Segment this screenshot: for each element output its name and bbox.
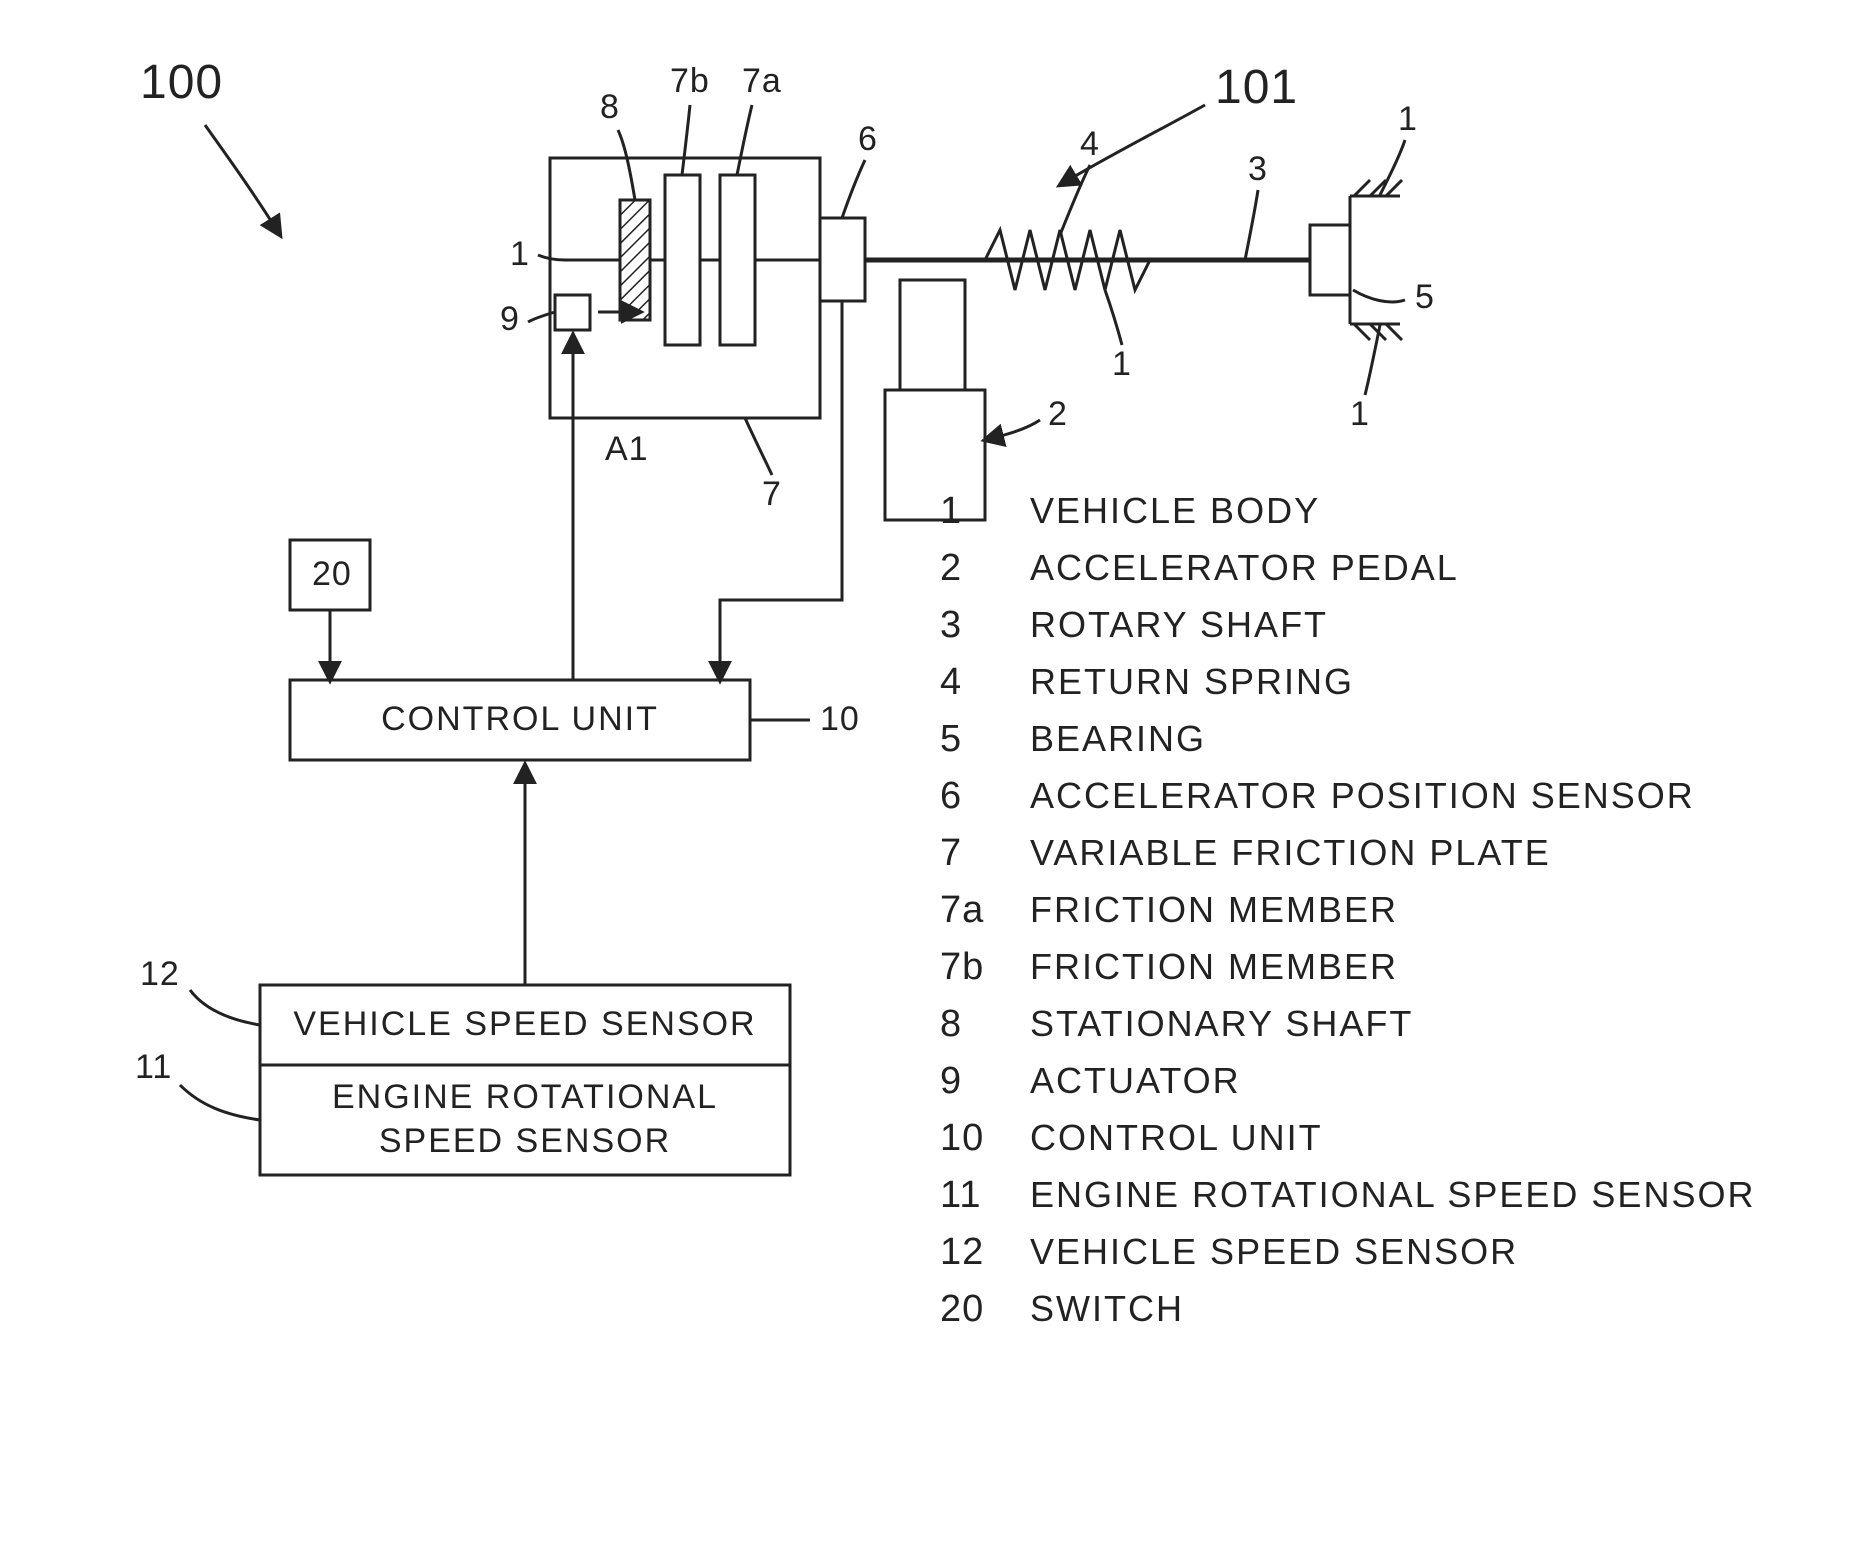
legend-row: 9ACTUATOR <box>940 1060 1755 1103</box>
legend-row: 12VEHICLE SPEED SENSOR <box>940 1231 1755 1274</box>
label-1a: 1 <box>1398 100 1418 139</box>
leader-7 <box>745 418 772 475</box>
friction-member-7a <box>720 175 755 345</box>
leader-7b <box>682 105 690 175</box>
legend-row: 10CONTROL UNIT <box>940 1117 1755 1160</box>
legend-row: 4RETURN SPRING <box>940 661 1755 704</box>
friction-member-7b <box>665 175 700 345</box>
label-1c: 1 <box>1112 345 1132 384</box>
leader-12 <box>190 990 260 1025</box>
label-6: 6 <box>858 120 878 159</box>
legend-row: 6ACCELERATOR POSITION SENSOR <box>940 775 1755 818</box>
legend-row: 20SWITCH <box>940 1288 1755 1331</box>
bearing-5 <box>1310 225 1350 295</box>
label-100: 100 <box>140 55 223 110</box>
label-20: 20 <box>312 555 352 594</box>
label-3: 3 <box>1248 150 1268 189</box>
label-4: 4 <box>1080 125 1100 164</box>
sensor-6 <box>820 218 865 301</box>
leader-11 <box>180 1085 260 1120</box>
leader-100 <box>205 125 280 235</box>
label-8: 8 <box>600 88 620 127</box>
legend-row: 8STATIONARY SHAFT <box>940 1003 1755 1046</box>
label-7: 7 <box>762 475 782 514</box>
legend-row: 2ACCELERATOR PEDAL <box>940 547 1755 590</box>
legend-row: 5BEARING <box>940 718 1755 761</box>
text-control-unit: CONTROL UNIT <box>290 700 750 739</box>
text-ers2: SPEED SENSOR <box>260 1122 790 1161</box>
leader-6 <box>842 160 865 218</box>
leader-3 <box>1245 190 1258 260</box>
label-2: 2 <box>1048 395 1068 434</box>
legend-row: 3ROTARY SHAFT <box>940 604 1755 647</box>
label-11: 11 <box>135 1048 172 1087</box>
label-7a: 7a <box>742 62 782 101</box>
leader-5 <box>1353 290 1405 302</box>
label-9: 9 <box>500 300 520 339</box>
label-12: 12 <box>140 955 180 994</box>
legend-row: 7VARIABLE FRICTION PLATE <box>940 832 1755 875</box>
legend-row: 1VEHICLE BODY <box>940 490 1755 533</box>
text-ers1: ENGINE ROTATIONAL <box>260 1078 790 1117</box>
leader-8 <box>618 130 635 200</box>
legend: 1VEHICLE BODY 2ACCELERATOR PEDAL 3ROTARY… <box>940 490 1755 1345</box>
box-friction-plate <box>550 158 820 418</box>
leader-1c <box>1105 290 1122 345</box>
stationary-shaft-8 <box>620 200 650 320</box>
label-101: 101 <box>1215 60 1298 115</box>
legend-row: 7aFRICTION MEMBER <box>940 889 1755 932</box>
pedal-link <box>900 280 965 390</box>
label-5: 5 <box>1415 278 1435 317</box>
text-vss: VEHICLE SPEED SENSOR <box>260 1005 790 1044</box>
label-A1: A1 <box>605 430 649 469</box>
body-hatch-top <box>1350 180 1402 226</box>
leader-1a <box>1380 140 1405 195</box>
leader-7a <box>737 105 752 175</box>
label-1d: 1 <box>1350 395 1370 434</box>
leader-2 <box>985 420 1040 440</box>
label-1b: 1 <box>510 235 530 274</box>
label-7b: 7b <box>670 62 710 101</box>
actuator-9 <box>555 295 590 330</box>
diagram-stage: 100 101 8 7b 7a 6 4 3 1 5 1 1 1 9 A1 7 2… <box>0 0 1872 1549</box>
legend-row: 7bFRICTION MEMBER <box>940 946 1755 989</box>
label-10: 10 <box>820 700 860 739</box>
legend-row: 11ENGINE ROTATIONAL SPEED SENSOR <box>940 1174 1755 1217</box>
